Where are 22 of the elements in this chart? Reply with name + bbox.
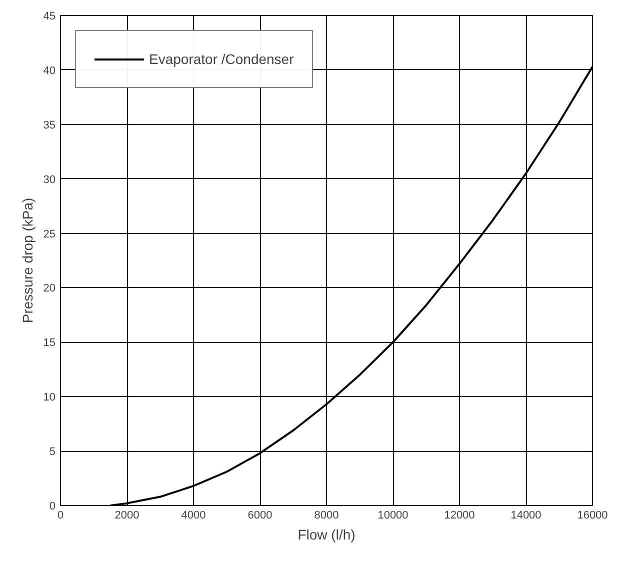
x-tick-label: 10000 bbox=[378, 510, 408, 522]
x-axis-title: Flow (l/h) bbox=[298, 526, 356, 542]
x-tick-label: 0 bbox=[57, 510, 64, 522]
x-tick-label: 12000 bbox=[444, 510, 475, 522]
x-tick-label: 8000 bbox=[314, 510, 339, 522]
y-tick-label: 45 bbox=[43, 10, 56, 22]
y-tick-label: 20 bbox=[43, 282, 56, 295]
y-tick-label: 30 bbox=[43, 174, 56, 186]
x-tick-label: 4000 bbox=[181, 510, 206, 522]
y-tick-label: 0 bbox=[49, 500, 56, 512]
x-tick-label: 2000 bbox=[114, 510, 140, 522]
x-tick-label: 14000 bbox=[510, 510, 542, 522]
y-tick-label: 35 bbox=[43, 119, 56, 132]
y-tick-label: 40 bbox=[43, 64, 56, 77]
y-tick-label: 10 bbox=[43, 392, 56, 404]
y-tick-label: 5 bbox=[49, 446, 56, 458]
y-axis-title: Pressure drop (kPa) bbox=[19, 198, 36, 324]
y-tick-label: 15 bbox=[43, 337, 56, 350]
x-tick-label: 6000 bbox=[248, 510, 272, 522]
legend-label: Evaporator /Condenser bbox=[149, 51, 294, 67]
x-tick-label: 16000 bbox=[577, 510, 608, 522]
y-tick-label: 25 bbox=[43, 228, 56, 240]
